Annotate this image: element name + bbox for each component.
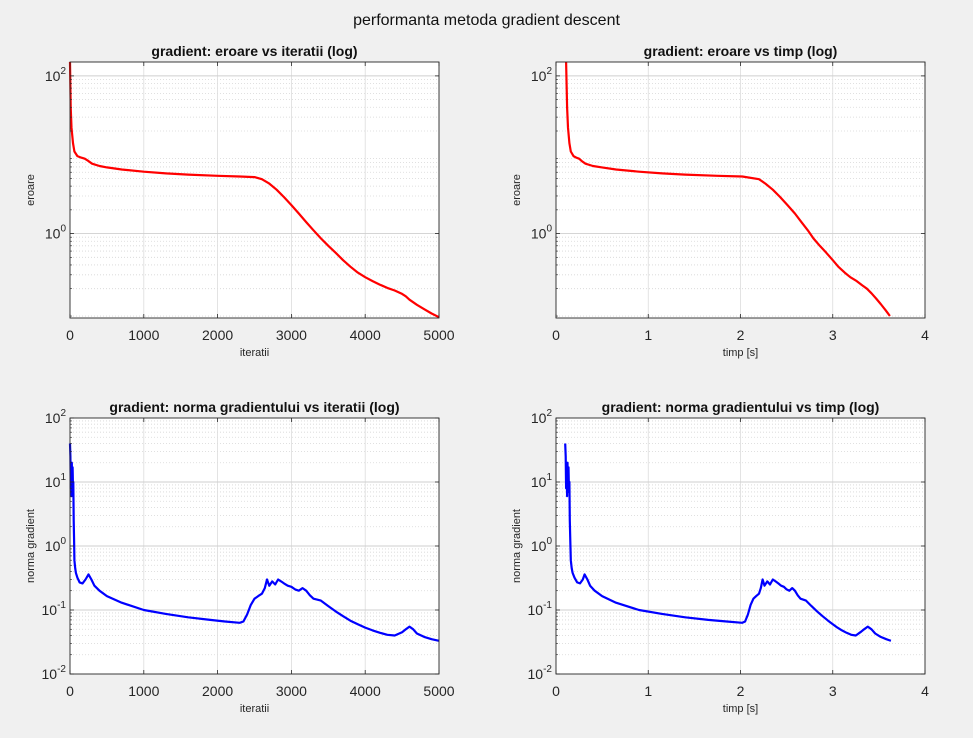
chart-3-y-tick-exponent: 0 [60,536,66,547]
chart-2-y-tick-label: 102 [531,66,553,84]
chart-2: 0 1 2 3 4 100 102 gradient: eroare vs timp (log… [511,43,929,359]
chart-1-y-tick-label: 102 [45,66,67,84]
chart-2-x-label: timp [s] [723,347,758,359]
chart-3-x-tick-label: 4000 [350,683,381,699]
chart-4-y-tick-label: 100 [531,536,553,554]
chart-2-y-tick-label: 100 [531,224,553,242]
chart-4-y-tick-exponent: -1 [543,600,552,611]
chart-3-y-tick-exponent: -1 [57,600,66,611]
chart-1-plot-area [70,62,439,318]
chart-4-y-tick-label: 102 [531,408,553,426]
chart-2-x-tick-label: 0 [552,327,560,343]
chart-2-y-tick-exponent: 2 [546,66,552,77]
chart-4-x-tick-label: 3 [829,683,837,699]
chart-4-y-tick-exponent: 0 [546,536,552,547]
chart-3-y-tick-exponent: 2 [60,408,66,419]
chart-4-x-tick-label: 0 [552,683,560,699]
chart-3-y-label: norma gradient [25,509,37,583]
chart-3-y-tick-label: 10-1 [42,600,67,618]
chart-1-x-tick-label: 3000 [276,327,307,343]
chart-1-axes-box [69,61,440,319]
chart-4-x-tick-label: 4 [921,683,929,699]
chart-4-y-tick-exponent: 2 [546,408,552,419]
chart-1-x-tick-label: 5000 [423,327,454,343]
chart-3-y-tick-label: 102 [45,408,67,426]
chart-3-y-tick-exponent: 1 [60,472,66,483]
chart-4-x-tick-label: 1 [644,683,652,699]
chart-1-y-tick-exponent: 0 [60,224,66,235]
chart-3-title: gradient: norma gradientului vs iteratii… [109,399,399,415]
chart-4-y-label: norma gradient [511,509,523,583]
chart-2-title: gradient: eroare vs timp (log) [644,43,838,59]
chart-3-x-label: iteratii [240,703,269,715]
chart-4-y-tick-label: 101 [531,472,553,490]
chart-1-y-tick-label: 100 [45,224,67,242]
chart-3-y-tick-label: 101 [45,472,67,490]
chart-1-x-label: iteratii [240,347,269,359]
chart-4-y-tick-label: 10-2 [528,664,553,682]
chart-4-series-1-line [564,443,892,642]
chart-1-x-tick-label: 1000 [128,327,159,343]
chart-4-x-tick-label: 2 [737,683,745,699]
chart-3-x-tick-label: 0 [66,683,74,699]
chart-3-y-tick-exponent: -2 [57,664,66,675]
chart-3-x-tick-label: 2000 [202,683,233,699]
chart-1: 0 1000 2000 3000 4000 5000 100 102 gradient: ero… [25,43,455,359]
chart-3-x-tick-label: 3000 [276,683,307,699]
chart-1-y-tick-exponent: 2 [60,66,66,77]
chart-3-x-tick-label: 5000 [423,683,454,699]
chart-3-series-1-line [68,443,440,642]
chart-2-series-1-line [565,61,891,317]
chart-2-y-tick-exponent: 0 [546,224,552,235]
chart-4-title: gradient: norma gradientului vs timp (lo… [602,399,880,415]
chart-3-y-tick-label: 100 [45,536,67,554]
chart-4-x-label: timp [s] [723,703,758,715]
chart-1-series-1-line [68,61,440,319]
chart-2-y-label: eroare [511,174,523,206]
figure-title: performanta metoda gradient descent [353,12,620,29]
chart-4-y-tick-exponent: -2 [543,664,552,675]
chart-3-x-tick-label: 1000 [128,683,159,699]
chart-4-y-tick-label: 10-1 [528,600,553,618]
chart-1-x-tick-label: 4000 [350,327,381,343]
chart-1-x-tick-label: 2000 [202,327,233,343]
chart-1-title: gradient: eroare vs iteratii (log) [151,43,357,59]
chart-1-x-tick-label: 0 [66,327,74,343]
chart-4-y-tick-exponent: 1 [546,472,552,483]
chart-2-x-tick-label: 3 [829,327,837,343]
chart-2-x-tick-label: 1 [644,327,652,343]
chart-1-y-label: eroare [25,174,37,206]
chart-2-x-tick-label: 4 [921,327,929,343]
chart-2-x-tick-label: 2 [737,327,745,343]
chart-3-y-tick-label: 10-2 [42,664,67,682]
